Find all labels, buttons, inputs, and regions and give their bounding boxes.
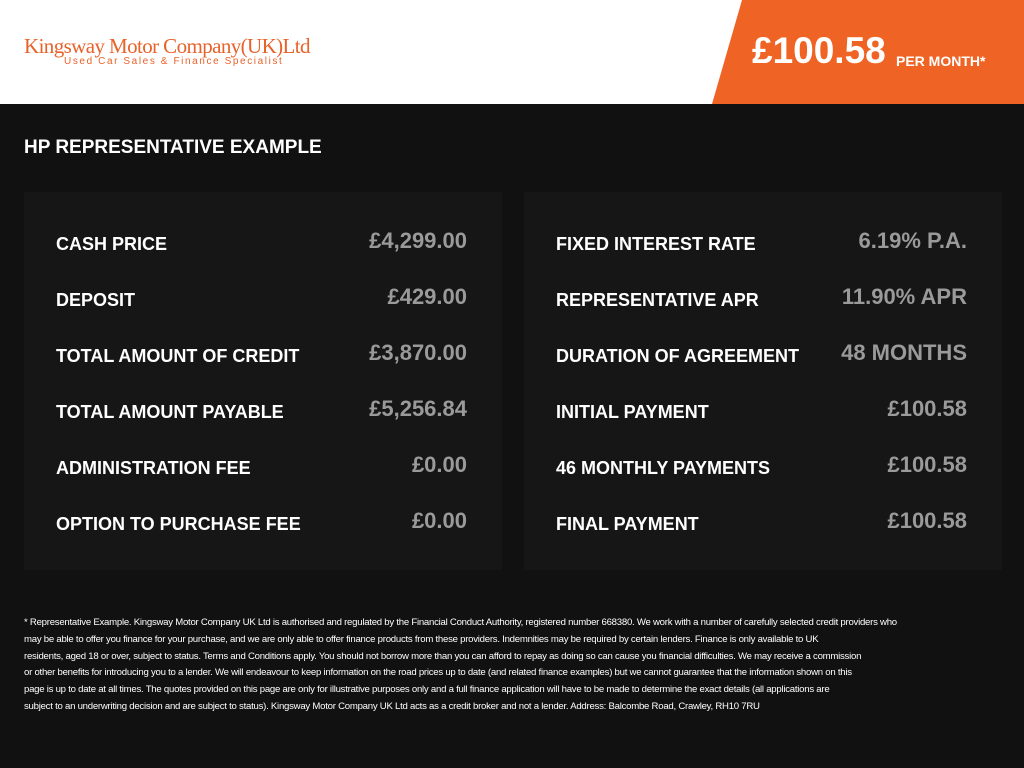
disclaimer-line: or other benefits for introducing you to… — [24, 667, 852, 679]
row-label: ADMINISTRATION FEE — [56, 458, 251, 478]
disclaimer-line: may be able to offer you finance for you… — [24, 633, 819, 645]
finance-row: TOTAL AMOUNT PAYABLE £5,256.84 — [56, 396, 467, 426]
row-value: £100.58 — [887, 452, 967, 477]
finance-row: 46 MONTHLY PAYMENTS £100.58 — [556, 452, 967, 482]
finance-row: REPRESENTATIVE APR 11.90% APR — [556, 284, 967, 314]
finance-row: TOTAL AMOUNT OF CREDIT £3,870.00 — [56, 340, 467, 370]
disclaimer-line: residents, aged 18 or over, subject to s… — [24, 650, 862, 662]
row-label: TOTAL AMOUNT PAYABLE — [56, 402, 284, 422]
disclaimer-line: subject to an underwriting decision and … — [24, 701, 760, 712]
row-value: £0.00 — [411, 508, 467, 533]
finance-row: DURATION OF AGREEMENT 48 MONTHS — [556, 340, 967, 370]
finance-row: FINAL PAYMENT £100.58 — [556, 508, 967, 538]
logo-subtitle: Used Car Sales & Finance Specialist — [64, 56, 284, 67]
header-shape — [712, 0, 1024, 104]
row-value: £5,256.84 — [369, 396, 467, 421]
row-value: £429.00 — [387, 284, 467, 309]
row-value: £0.00 — [411, 452, 467, 477]
finance-row: CASH PRICE £4,299.00 — [56, 228, 467, 258]
logo-title: Kingsway Motor Company(UK)Ltd — [24, 34, 311, 58]
finance-row: DEPOSIT £429.00 — [56, 284, 467, 314]
price-banner — [712, 0, 1024, 104]
row-value: 48 MONTHS — [841, 340, 967, 365]
row-label: DEPOSIT — [56, 290, 136, 310]
section-title: HP REPRESENTATIVE EXAMPLE — [24, 137, 322, 158]
row-label: CASH PRICE — [56, 234, 168, 254]
monthly-price: £100.58 — [752, 30, 886, 71]
disclaimer-line: * Representative Example. Kingsway Motor… — [24, 617, 897, 628]
price-suffix: PER MONTH* — [896, 53, 986, 69]
row-value: £3,870.00 — [369, 340, 467, 365]
row-value: 6.19% P.A. — [858, 228, 967, 253]
disclaimer-line: page is up to date at all times. The quo… — [24, 684, 830, 696]
row-value: 11.90% APR — [841, 284, 967, 309]
row-label: INITIAL PAYMENT — [556, 402, 709, 422]
left-panel: CASH PRICE £4,299.00 DEPOSIT £429.00 TOTAL A… — [24, 192, 502, 570]
finance-row: ADMINISTRATION FEE £0.00 — [56, 452, 467, 482]
row-label: FIXED INTEREST RATE — [556, 234, 756, 254]
row-label: REPRESENTATIVE APR — [556, 290, 759, 310]
header: Kingsway Motor Company(UK)Ltd Used Car S… — [0, 0, 1024, 104]
right-panel: FIXED INTEREST RATE 6.19% P.A. REPRESENTAT… — [524, 192, 1002, 570]
row-value: £4,299.00 — [369, 228, 467, 253]
row-value: £100.58 — [887, 508, 967, 533]
row-value: £100.58 — [887, 396, 967, 421]
row-label: OPTION TO PURCHASE FEE — [56, 514, 301, 534]
row-label: 46 MONTHLY PAYMENTS — [556, 458, 771, 478]
finance-row: FIXED INTEREST RATE 6.19% P.A. — [556, 228, 967, 258]
row-label: TOTAL AMOUNT OF CREDIT — [56, 346, 300, 366]
row-label: FINAL PAYMENT — [556, 514, 699, 534]
row-label: DURATION OF AGREEMENT — [556, 346, 799, 366]
finance-row: INITIAL PAYMENT £100.58 — [556, 396, 967, 426]
finance-row: OPTION TO PURCHASE FEE £0.00 — [56, 508, 467, 538]
